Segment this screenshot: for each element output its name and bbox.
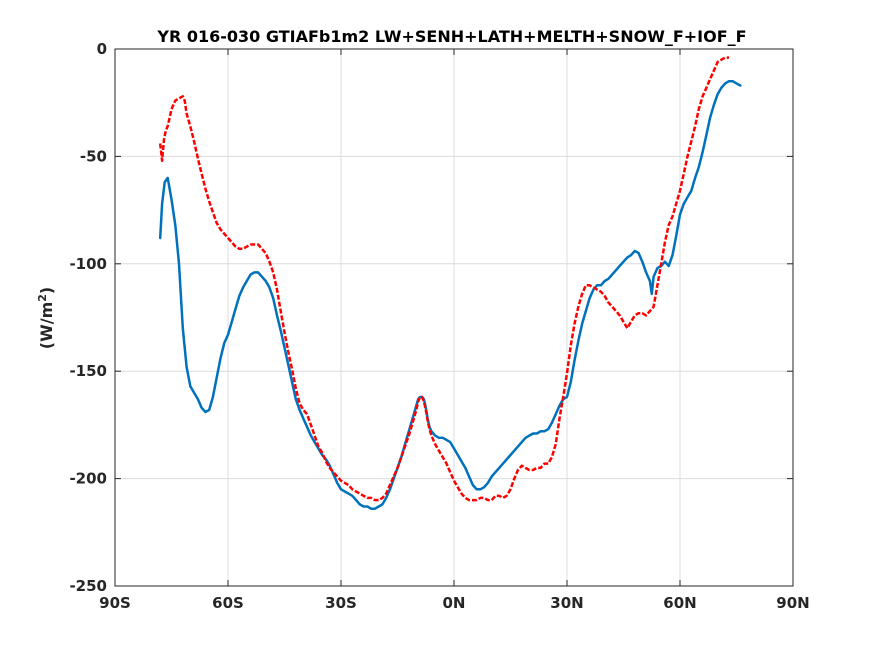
- y-tick-label: 0: [97, 40, 107, 58]
- y-tick-label: -200: [69, 470, 107, 488]
- y-tick-label: -50: [80, 147, 107, 165]
- x-tick-label: 60S: [212, 594, 244, 612]
- y-tick-label: -100: [69, 255, 107, 273]
- y-axis-label: (W/m2): [36, 287, 56, 349]
- ticks: [114, 48, 794, 587]
- chart-title: YR 016-030 GTIAFb1m2 LW+SENH+LATH+MELTH+…: [156, 27, 746, 46]
- y-tick-labels: 0 -50 -100 -150 -200 -250: [69, 40, 107, 595]
- x-tick-label: 0N: [443, 594, 466, 612]
- y-tick-label: -150: [69, 362, 107, 380]
- x-tick-label: 30N: [550, 594, 583, 612]
- series-layer: [158, 56, 742, 510]
- x-tick-label: 90S: [99, 594, 131, 612]
- grid: [115, 49, 793, 586]
- series-line-1: [158, 79, 742, 510]
- x-tick-label: 60N: [663, 594, 696, 612]
- series-line-2: [158, 56, 729, 502]
- x-tick-label: 90N: [776, 594, 809, 612]
- x-tick-label: 30S: [325, 594, 357, 612]
- x-tick-labels: 90S 60S 30S 0N 30N 60N 90N: [99, 594, 810, 612]
- y-tick-label: -250: [69, 577, 107, 595]
